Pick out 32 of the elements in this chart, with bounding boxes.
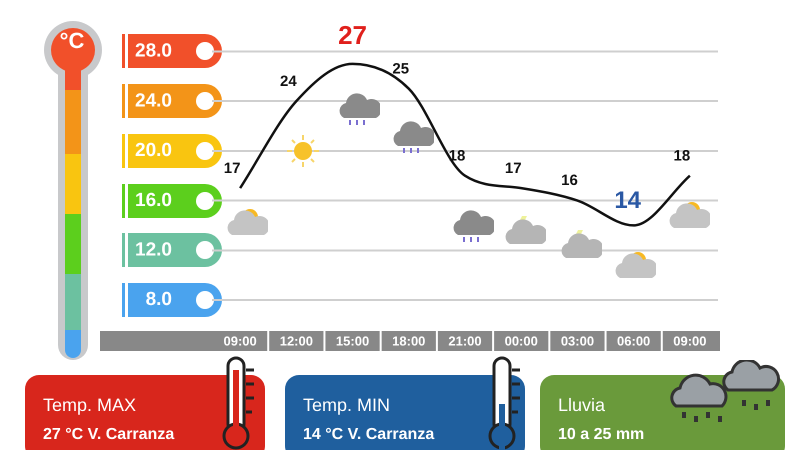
data-label: 18	[448, 147, 466, 164]
text: Temp. MAX	[43, 395, 136, 416]
text: Lluvia	[558, 395, 606, 416]
x-tick-label: 12:00	[280, 333, 313, 348]
text: 27 °C V. Carranza	[43, 426, 174, 444]
x-tick-label: 03:00	[560, 333, 594, 348]
text: 10 a 25 mm	[558, 426, 644, 444]
text: 14 °C V. Carranza	[303, 426, 434, 444]
data-label: 24	[280, 72, 298, 90]
x-tick-label: 00:00	[504, 333, 538, 348]
y-tick-label: 24.0	[135, 90, 172, 112]
data-label: 17	[504, 160, 522, 177]
data-label: 14	[614, 187, 642, 214]
x-tick-label: 06:00	[617, 333, 650, 348]
y-axis-title: °C	[58, 28, 86, 54]
x-tick-label: 15:00	[336, 333, 370, 348]
y-tick-label: 16.0	[135, 190, 172, 211]
y-tick-label: 28.0	[135, 40, 172, 62]
x-tick-label: 09:00	[223, 333, 257, 348]
x-tick-label: 21:00	[448, 333, 482, 348]
data-label: 16	[561, 172, 578, 190]
y-tick-label: 20.0	[135, 140, 172, 162]
data-label: 17	[224, 160, 240, 177]
data-label: 27	[338, 20, 368, 50]
x-tick-label: 18:00	[392, 333, 426, 348]
data-label: 18	[674, 147, 690, 164]
data-label: 25	[392, 60, 410, 78]
y-tick-label: 8.0	[146, 289, 172, 310]
x-tick-label: 09:00	[673, 333, 707, 348]
line-series	[238, 62, 692, 227]
y-tick-label: 12.0	[135, 240, 172, 261]
text: Temp. MIN	[303, 395, 390, 416]
